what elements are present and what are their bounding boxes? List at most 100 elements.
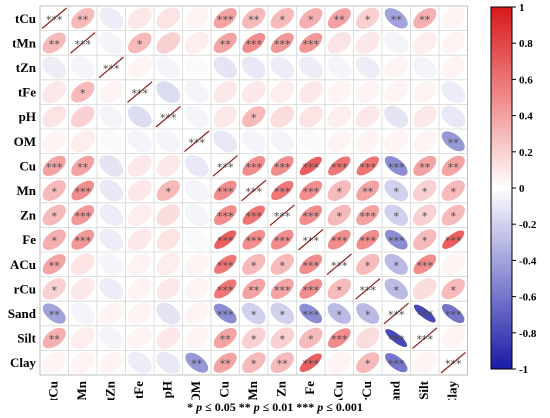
correlation-ellipse <box>299 279 323 299</box>
footnote-star-3: *** <box>296 400 315 414</box>
cell-Silt-rCu <box>355 327 380 349</box>
colorbar-tick-label: -0.4 <box>519 255 537 267</box>
cell-Mn-pH: * <box>156 180 180 201</box>
correlation-ellipse <box>299 8 323 29</box>
correlation-ellipse <box>70 56 95 79</box>
cell-Fe-Sand: *** <box>384 229 408 250</box>
correlation-ellipse <box>442 230 465 249</box>
significance-label: *** <box>132 87 149 100</box>
cell-pH-ACu <box>327 105 352 128</box>
significance-label: *** <box>274 38 291 51</box>
correlation-ellipse <box>214 230 237 249</box>
cell-Silt-tMn <box>70 327 95 350</box>
significance-label: *** <box>303 358 320 371</box>
column-label-Sand: Sand <box>387 380 402 400</box>
column-label-Mn: Mn <box>245 380 260 400</box>
colorbar-tick-label: 0.6 <box>519 74 533 86</box>
correlation-ellipse <box>213 105 238 128</box>
significance-label: *** <box>246 186 263 199</box>
significance-label: *** <box>445 309 462 322</box>
diagonal-ellipse <box>127 81 153 103</box>
significance-label: * <box>52 210 58 223</box>
cell-tCu-Clay <box>441 7 466 30</box>
cell-Cu-tMn: ** <box>71 155 95 177</box>
correlation-ellipse <box>42 180 66 201</box>
correlation-ellipse <box>127 56 152 79</box>
correlation-ellipse <box>441 204 465 226</box>
significance-label: * <box>251 333 257 346</box>
cell-Clay-Zn: ** <box>270 352 294 374</box>
significance-label: * <box>280 13 286 26</box>
row-label-tFe: tFe <box>18 85 36 100</box>
correlation-ellipse <box>42 56 67 79</box>
correlation-ellipse <box>270 130 295 153</box>
cell-Sand-tMn <box>70 302 95 325</box>
significance-label: * <box>451 210 457 223</box>
cell-Fe-Zn: *** <box>270 229 294 250</box>
cell-tMn-tFe: * <box>128 32 152 54</box>
cell-Fe-rCu: *** <box>356 229 380 250</box>
correlation-ellipse <box>184 7 209 30</box>
row-label-OM: OM <box>14 134 36 149</box>
correlation-ellipse <box>156 253 181 276</box>
significance-label: * <box>337 309 343 322</box>
diagonal-ellipse <box>355 278 381 300</box>
correlation-ellipse <box>214 254 237 274</box>
correlation-ellipse <box>71 229 95 250</box>
correlation-ellipse <box>99 7 124 30</box>
cell-Zn-tZn <box>99 204 124 227</box>
significance-label: *** <box>445 235 462 248</box>
correlation-ellipse <box>99 179 124 202</box>
colorbar-tick-label: -0.6 <box>519 292 537 304</box>
significance-label: *** <box>189 136 206 149</box>
correlation-ellipse <box>184 277 209 300</box>
cell-rCu-Cu: *** <box>214 279 237 299</box>
cell-ACu-pH <box>156 253 181 276</box>
correlation-ellipse <box>356 180 380 201</box>
correlation-ellipse <box>99 130 124 153</box>
cell-ACu-Clay <box>441 253 466 276</box>
cell-pH-OM <box>184 105 209 128</box>
cell-Fe-tFe <box>127 228 152 251</box>
significance-label: *** <box>217 309 234 322</box>
cell-tZn-tCu <box>42 56 67 79</box>
correlation-ellipse <box>413 254 437 275</box>
correlation-ellipse <box>327 105 352 128</box>
correlation-ellipse <box>385 329 408 348</box>
cell-Zn-pH <box>156 204 181 226</box>
correlation-ellipse <box>442 303 465 324</box>
significance-label: * <box>365 259 371 272</box>
correlation-ellipse <box>213 180 237 201</box>
cell-Sand-tZn <box>99 302 124 325</box>
correlation-ellipse <box>42 130 67 153</box>
cell-Zn-tCu: * <box>42 204 66 226</box>
correlation-ellipse <box>42 155 66 177</box>
cell-OM-Silt <box>412 130 437 153</box>
correlation-ellipse <box>412 204 437 226</box>
significance-label: * <box>394 284 400 297</box>
correlation-ellipse <box>413 229 437 251</box>
cell-Mn-rCu: ** <box>356 180 380 201</box>
correlation-ellipse <box>271 180 294 201</box>
significance-label: *** <box>246 210 263 223</box>
correlation-ellipse <box>127 7 152 30</box>
cell-Silt-Zn: * <box>270 327 295 349</box>
significance-label: *** <box>274 235 291 248</box>
significance-label: * <box>365 358 371 371</box>
correlation-ellipse <box>384 179 409 202</box>
cell-tCu-Mn: ** <box>242 7 266 29</box>
cell-tFe-pH <box>156 81 181 103</box>
cell-rCu-Fe: *** <box>299 279 323 299</box>
significance-label: ** <box>391 13 403 26</box>
significance-label: *** <box>331 161 348 174</box>
correlation-ellipse <box>242 7 266 29</box>
correlation-ellipse <box>384 204 409 226</box>
significance-label: ** <box>77 161 89 174</box>
correlation-ellipse <box>270 327 295 349</box>
correlation-ellipse <box>99 105 124 128</box>
significance-label: *** <box>303 309 320 322</box>
significance-label: * <box>308 333 314 346</box>
significance-label: *** <box>217 259 234 272</box>
correlation-ellipse <box>412 179 437 202</box>
cell-pH-Fe <box>298 105 323 128</box>
